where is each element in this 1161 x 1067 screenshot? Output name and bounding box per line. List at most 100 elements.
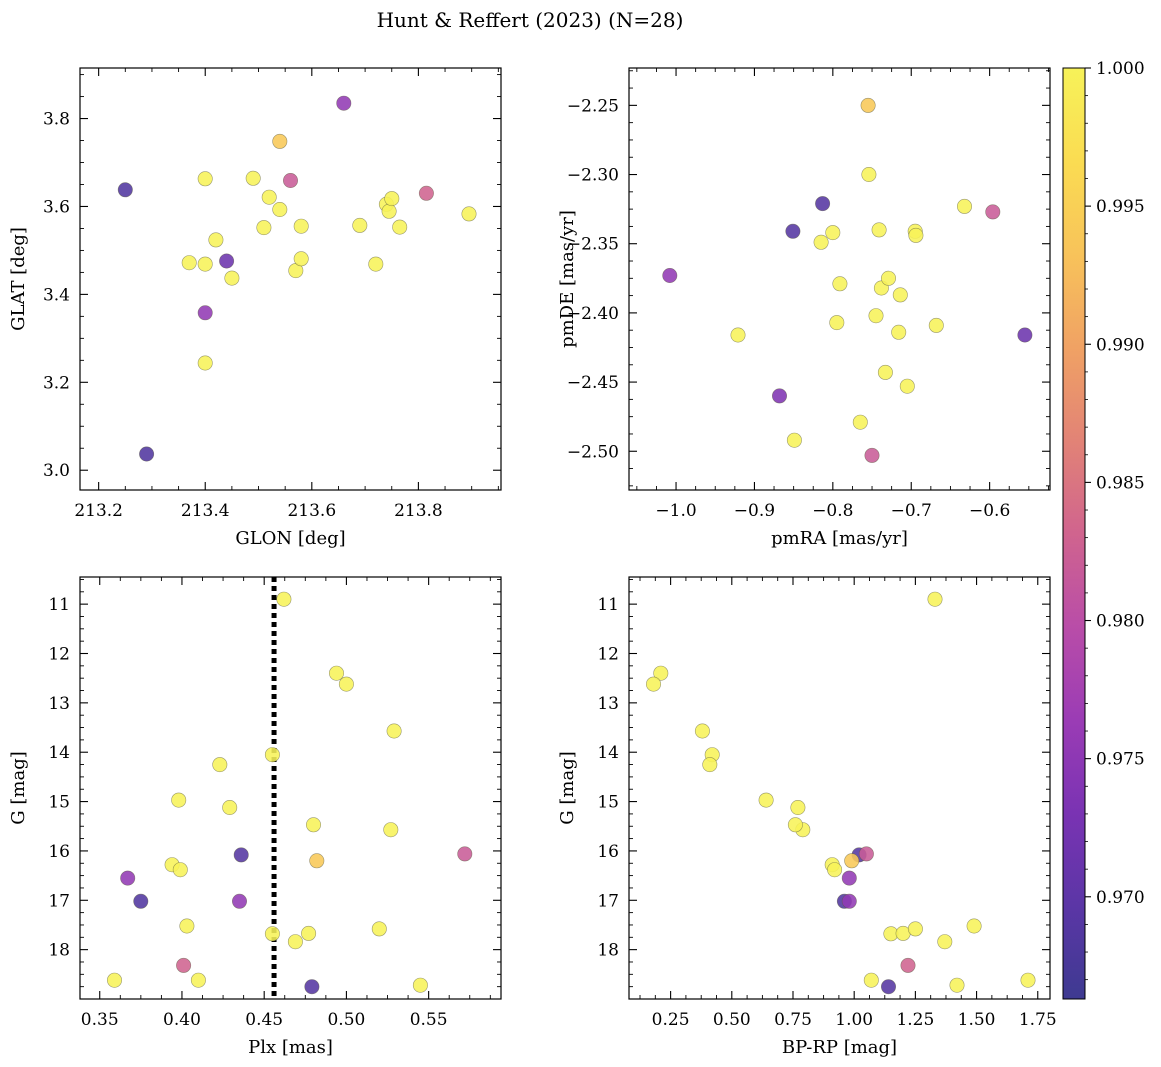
data-point [790, 799, 806, 815]
data-point [861, 167, 877, 183]
x-tick-label: 0.35 [81, 1010, 119, 1030]
colorbar-scale [1062, 67, 1086, 1000]
data-point [383, 822, 399, 838]
data-point [1020, 972, 1036, 988]
data-point [336, 95, 352, 111]
colorbar-tick-label: 0.990 [1096, 335, 1145, 355]
data-point [107, 972, 123, 988]
data-point [287, 934, 303, 950]
data-point [190, 972, 206, 988]
data-point [662, 267, 678, 283]
data-point [892, 287, 908, 303]
data-point [907, 921, 923, 937]
y-tick-label: 18 [48, 941, 70, 961]
data-point [877, 364, 893, 380]
y-tick-label: 18 [597, 941, 619, 961]
x-tick-label: 0.75 [774, 1010, 812, 1030]
data-point [176, 957, 192, 973]
data-point [758, 792, 774, 808]
x-tick-label: 213.2 [74, 501, 123, 521]
data-point [368, 256, 384, 272]
axes-frame [628, 67, 1051, 491]
x-tick-label: 1.50 [958, 1010, 996, 1030]
data-point [224, 270, 240, 286]
data-point [864, 447, 880, 463]
data-point [212, 757, 228, 773]
data-point [868, 308, 884, 324]
x-tick-label: 213.4 [181, 501, 230, 521]
data-point [197, 305, 213, 321]
y-tick-label: 11 [48, 595, 70, 615]
data-point [245, 170, 261, 186]
x-tick-label: 1.00 [835, 1010, 873, 1030]
y-tick-label: −2.40 [567, 304, 619, 324]
data-point [261, 189, 277, 205]
data-point [844, 853, 860, 869]
data-point [730, 327, 746, 343]
data-point [653, 665, 669, 681]
x-tick-label: −0.9 [734, 501, 775, 521]
data-point [338, 676, 354, 692]
data-point [197, 355, 213, 371]
y-tick-label: 15 [597, 793, 619, 813]
data-point [880, 979, 896, 995]
x-axis-label: BP-RP [mag] [782, 1037, 897, 1058]
x-tick-label: 0.50 [713, 1010, 751, 1030]
data-point [272, 133, 288, 149]
data-point [305, 817, 321, 833]
data-point [352, 217, 368, 233]
y-tick-label: 13 [48, 694, 70, 714]
data-point [702, 757, 718, 773]
y-tick-label: 17 [48, 891, 70, 911]
data-point [412, 977, 428, 993]
data-point [171, 792, 187, 808]
x-axis-label: GLON [deg] [235, 528, 345, 549]
data-point [117, 182, 133, 198]
panel-glon-glat: 213.2 213.4 213.6 213.8 3.0 3.2 3.4 3.6 3.8 GLON … [8, 67, 502, 549]
data-point [293, 218, 309, 234]
y-tick-label: 3.6 [43, 197, 70, 217]
data-point [418, 185, 434, 201]
x-tick-label: 0.25 [652, 1010, 690, 1030]
x-tick-label: −0.7 [891, 501, 932, 521]
y-tick-label: 3.2 [43, 373, 70, 393]
panel-pmra-pmde: −1.0 −0.9 −0.8 −0.7 −0.6 −2.50 −2.45 −2.40 −2.35… [557, 67, 1051, 549]
axes-frame [79, 576, 502, 1000]
data-point [457, 846, 473, 862]
data-point [858, 846, 874, 862]
data-point [785, 223, 801, 239]
x-tick-label: 0.40 [163, 1010, 201, 1030]
data-point [139, 446, 155, 462]
y-tick-label: 13 [597, 694, 619, 714]
data-point [328, 665, 344, 681]
data-point [172, 862, 188, 878]
data-point [386, 723, 402, 739]
data-point [232, 893, 248, 909]
y-tick-label: 14 [48, 743, 70, 763]
data-point [815, 196, 831, 212]
data-point [813, 234, 829, 250]
y-tick-label: 15 [48, 793, 70, 813]
data-point [871, 222, 887, 238]
x-tick-label: 213.6 [287, 501, 336, 521]
x-tick-label: 1.25 [896, 1010, 934, 1030]
panel-plx-g: 0.35 0.40 0.45 0.50 0.55 11 12 13 14 15 16 17 18 Plx … [8, 576, 502, 1058]
data-point [891, 324, 907, 340]
x-tick-label: 0.50 [327, 1010, 365, 1030]
data-point [179, 918, 195, 934]
data-point [825, 225, 841, 241]
y-tick-label: −2.30 [567, 166, 619, 186]
y-axis-label: pmDE [mas/yr] [557, 210, 578, 348]
data-point [282, 173, 298, 189]
data-point [233, 847, 249, 863]
data-point [927, 591, 943, 607]
data-point [645, 676, 661, 692]
data-point [461, 206, 477, 222]
data-point [219, 253, 235, 269]
data-point [264, 926, 280, 942]
colorbar-tick-label: 1.000 [1096, 59, 1145, 79]
colorbar-tick-label: 0.995 [1096, 197, 1145, 217]
panel-bprp-g: 0.25 0.50 0.75 1.00 1.25 1.50 1.75 11 12 13 14 15 16… [557, 576, 1057, 1058]
x-tick-label: 213.8 [394, 501, 443, 521]
axes-frame [79, 67, 502, 491]
